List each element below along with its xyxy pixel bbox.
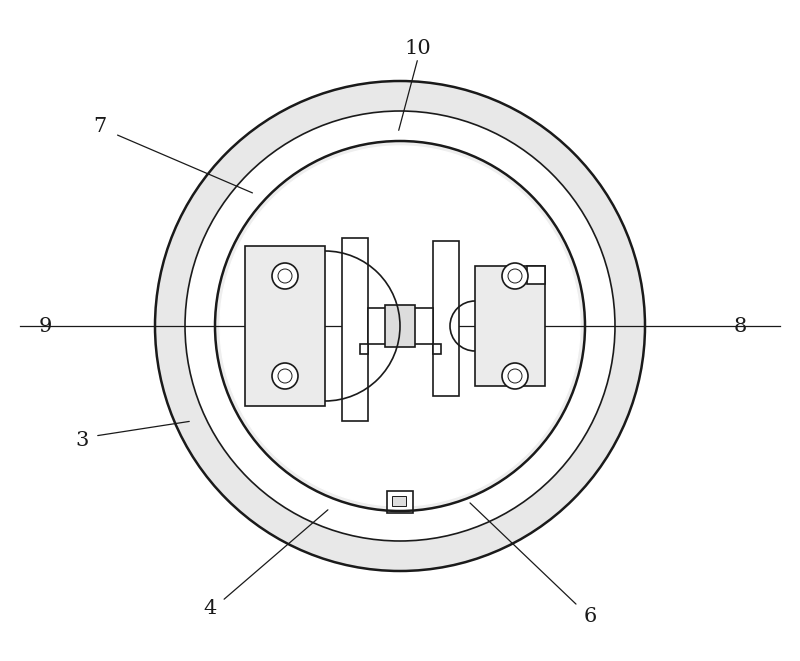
Circle shape (155, 81, 645, 571)
Text: 7: 7 (94, 116, 106, 136)
Bar (368, 308, 433, 344)
Bar (360, 344, 368, 354)
Bar (385, 305, 415, 347)
Circle shape (508, 369, 522, 383)
Bar (475, 266, 545, 386)
Bar (245, 246, 325, 406)
Circle shape (502, 263, 528, 289)
Bar (342, 238, 368, 421)
Circle shape (220, 146, 580, 506)
Bar (527, 266, 545, 284)
Text: 4: 4 (203, 600, 217, 619)
Text: 8: 8 (734, 317, 746, 336)
Circle shape (185, 111, 615, 541)
Circle shape (508, 269, 522, 283)
Text: 6: 6 (583, 607, 597, 625)
Bar (433, 344, 441, 354)
Bar (387, 491, 413, 513)
Circle shape (215, 141, 585, 511)
Bar (433, 241, 459, 396)
Text: 3: 3 (75, 432, 89, 451)
Text: 9: 9 (38, 317, 52, 336)
Bar (392, 496, 406, 506)
Circle shape (278, 369, 292, 383)
Circle shape (272, 263, 298, 289)
Circle shape (502, 363, 528, 389)
Circle shape (272, 363, 298, 389)
Circle shape (278, 269, 292, 283)
Text: 10: 10 (405, 40, 431, 59)
